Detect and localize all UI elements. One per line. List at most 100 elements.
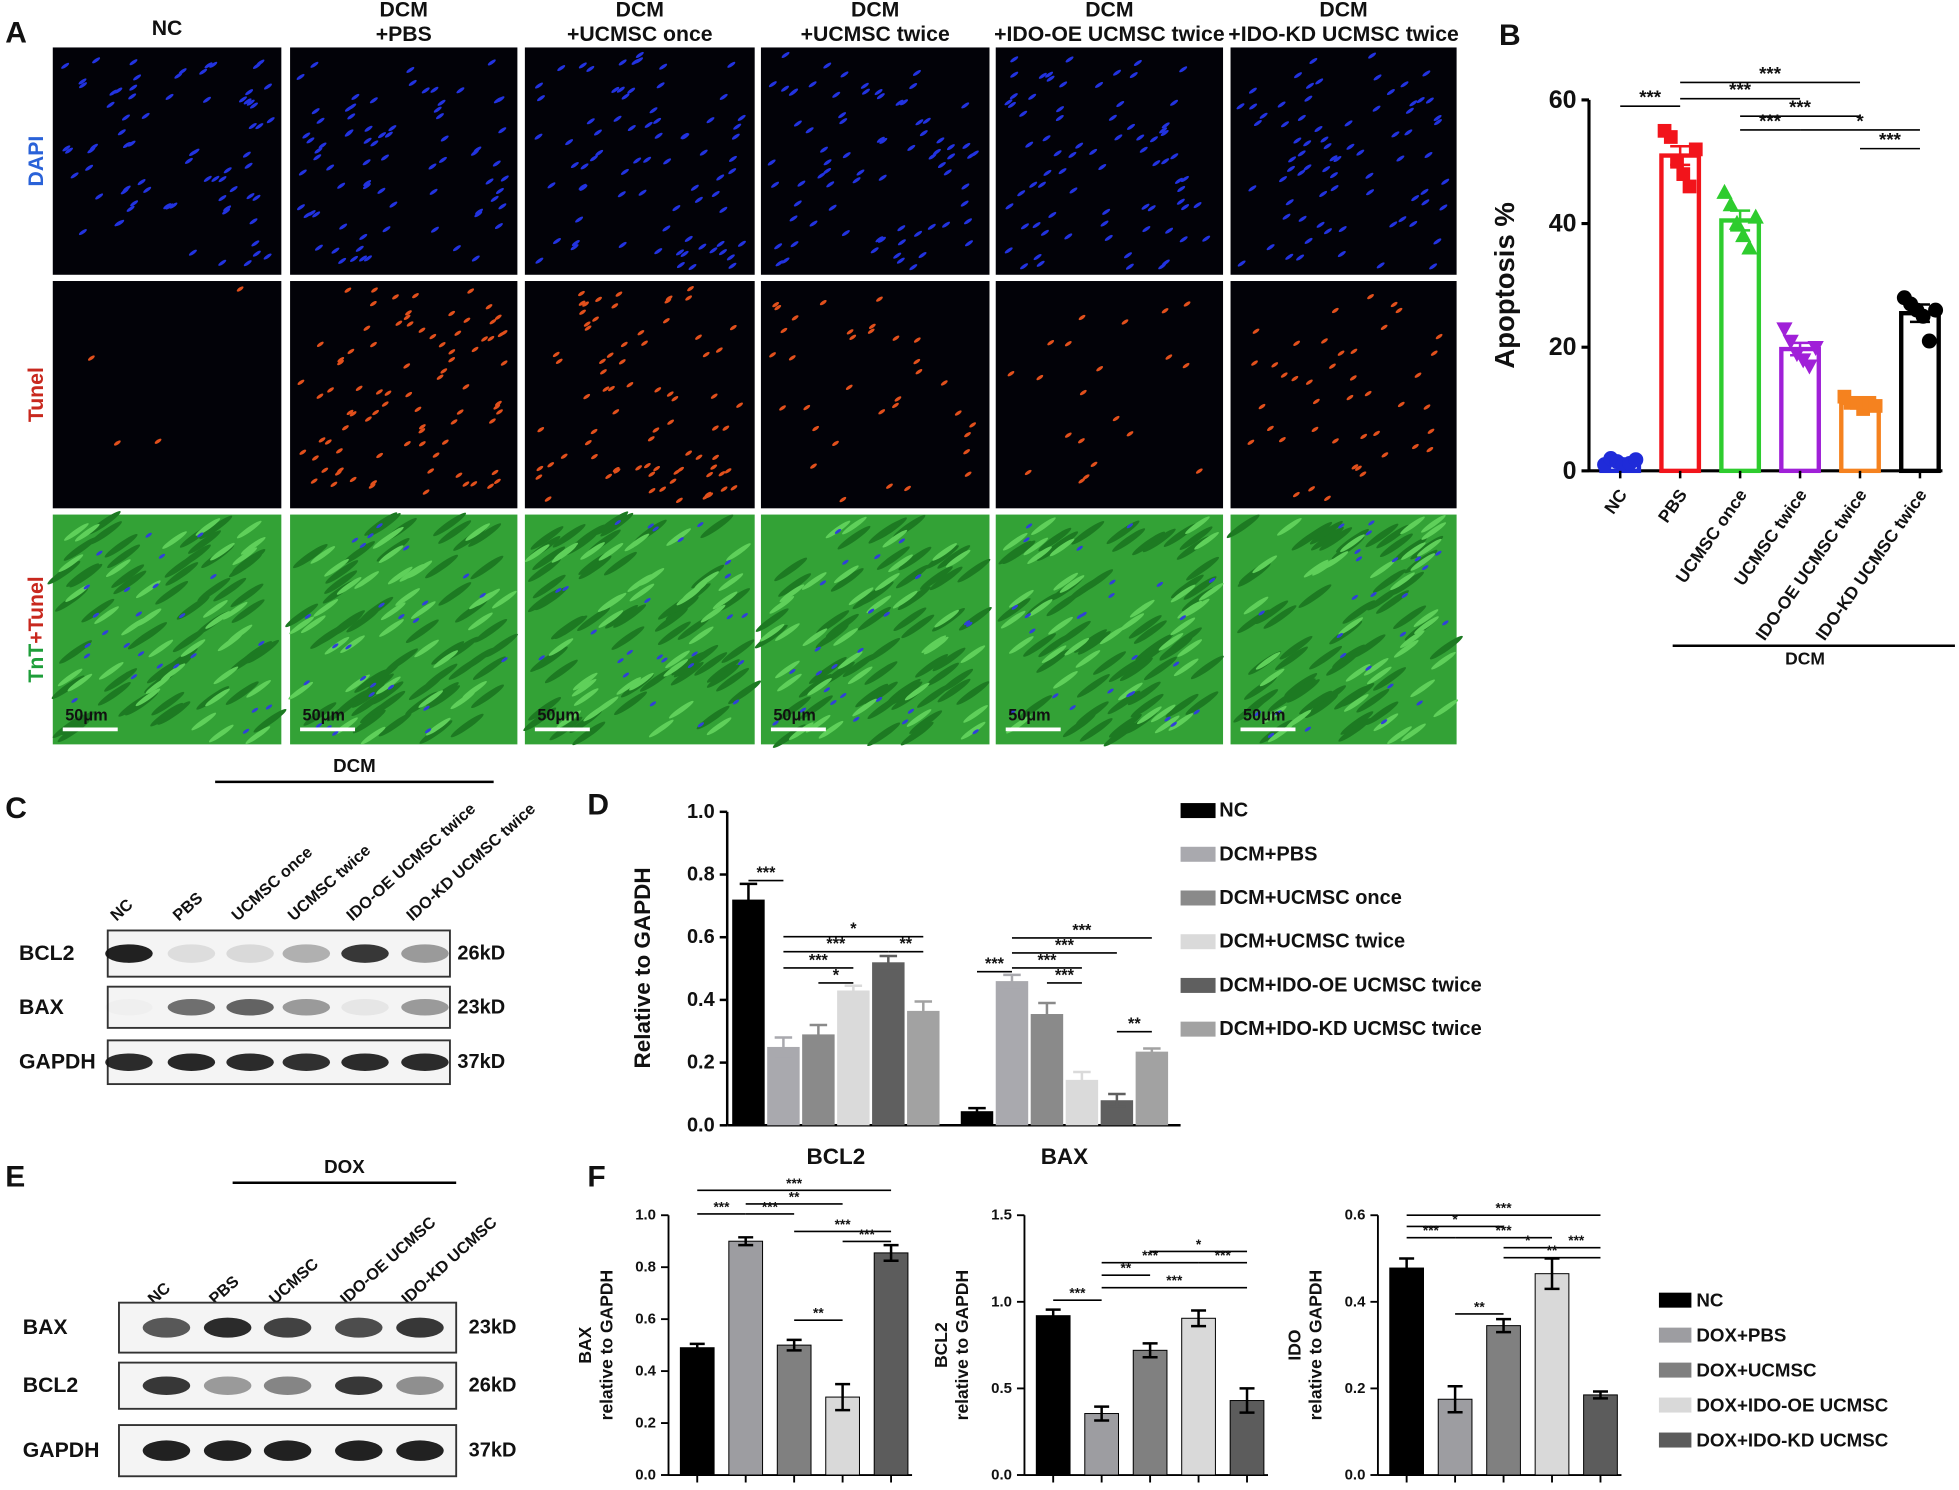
micrograph <box>290 47 518 275</box>
cell <box>852 698 877 717</box>
cell <box>1255 651 1281 670</box>
cell <box>728 262 737 269</box>
cell <box>203 175 212 182</box>
cell <box>589 155 598 162</box>
blot-frame <box>106 985 451 1029</box>
cell <box>1305 379 1313 385</box>
cell <box>892 402 899 409</box>
blot-row-label: BCL2 <box>19 942 74 965</box>
significance-label: *** <box>985 955 1005 973</box>
significance-label: *** <box>1037 951 1057 969</box>
error-bar <box>1592 1390 1608 1400</box>
row-label-part: DAPI <box>25 136 48 187</box>
cell <box>702 351 710 358</box>
cell <box>1414 616 1439 634</box>
cell <box>487 59 496 66</box>
cell <box>954 410 962 416</box>
cell <box>381 401 389 407</box>
micrograph-background <box>995 281 1224 509</box>
cell <box>498 127 507 134</box>
cell <box>1266 244 1275 251</box>
panel-label: F <box>587 1161 605 1194</box>
cell <box>1397 401 1405 408</box>
micrograph-background <box>1230 281 1457 509</box>
cell <box>1198 583 1224 601</box>
cell <box>837 651 863 669</box>
cell <box>627 574 653 592</box>
cell <box>297 379 305 385</box>
cell <box>52 714 86 739</box>
cell <box>474 211 483 218</box>
cell <box>296 73 305 80</box>
cell <box>325 560 359 584</box>
panel-label: D <box>587 788 609 821</box>
cell <box>1147 205 1156 212</box>
legend-label: DCM+UCMSC twice <box>1219 931 1405 953</box>
y-tick-label: 40 <box>1549 210 1577 238</box>
cell <box>1019 695 1053 719</box>
cell <box>481 336 488 342</box>
cell <box>964 431 971 438</box>
cell <box>469 591 494 610</box>
cell <box>900 721 934 746</box>
cell <box>552 351 560 358</box>
cell <box>1365 172 1374 179</box>
cell <box>1278 436 1286 443</box>
cell <box>113 570 147 595</box>
cell <box>370 480 378 486</box>
cell <box>87 355 95 361</box>
cell <box>775 260 784 267</box>
cell <box>1422 565 1429 571</box>
cell <box>710 464 718 470</box>
cell <box>685 450 693 456</box>
micrograph <box>52 281 282 509</box>
error-bar <box>689 1342 705 1353</box>
cell <box>1329 155 1338 162</box>
cell <box>741 613 748 618</box>
cell <box>1401 542 1426 560</box>
cell <box>960 721 986 740</box>
cell <box>467 288 475 294</box>
y-tick-label: 0.6 <box>635 1311 656 1328</box>
cell <box>583 703 609 722</box>
cell <box>145 532 152 538</box>
cell <box>213 666 239 685</box>
cell <box>1168 713 1194 731</box>
cell <box>1368 520 1375 526</box>
cell <box>440 135 449 142</box>
data-point <box>1868 399 1883 413</box>
cell <box>687 285 694 292</box>
cell <box>652 427 660 433</box>
cell <box>648 719 674 738</box>
cell <box>940 380 948 386</box>
cell <box>1373 713 1399 732</box>
cell <box>613 115 622 122</box>
cell <box>798 674 832 698</box>
cell <box>1303 164 1312 171</box>
cell <box>375 389 383 395</box>
cell <box>695 454 703 460</box>
data-point <box>1776 322 1793 338</box>
cell <box>1279 635 1313 660</box>
error-bar <box>1447 1385 1463 1414</box>
cell <box>389 201 398 208</box>
cell <box>1280 121 1289 128</box>
row-label: DAPI <box>25 136 48 187</box>
bar <box>1534 1273 1570 1476</box>
bar <box>802 1034 835 1126</box>
blot-size-label: 23kD <box>457 996 505 1018</box>
y-axis-label: Apoptosis % <box>1489 202 1520 368</box>
band <box>203 1376 252 1395</box>
cell <box>1396 155 1405 162</box>
cell <box>87 147 96 154</box>
y-axis-label: BAX <box>575 1326 595 1363</box>
y-tick-label: 0.6 <box>687 926 715 948</box>
cell <box>67 673 93 692</box>
cell <box>1177 600 1203 619</box>
y-tick-label: 20 <box>1549 333 1577 361</box>
error-bar <box>786 1338 802 1352</box>
cell <box>437 99 446 106</box>
x-tick-label: NC <box>1600 485 1631 517</box>
cell <box>716 174 725 181</box>
cell <box>310 61 319 68</box>
